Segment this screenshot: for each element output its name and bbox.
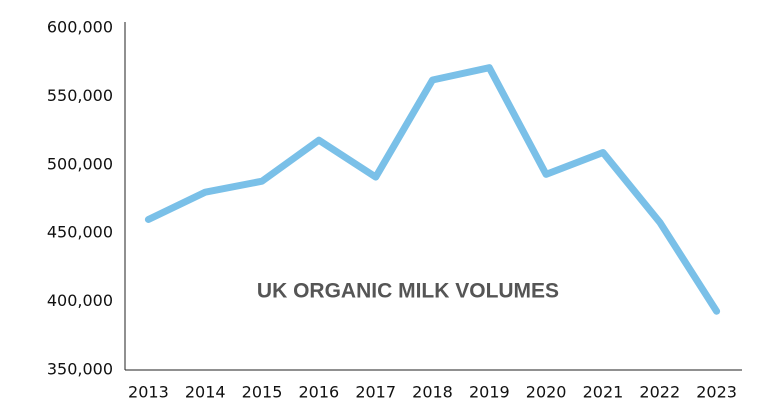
x-tick-label: 2019 — [469, 383, 510, 402]
x-tick-label: 2016 — [299, 383, 340, 402]
y-tick-label: 550,000 — [47, 86, 113, 105]
y-tick-label: 500,000 — [47, 154, 113, 173]
x-tick-label: 2020 — [526, 383, 567, 402]
x-tick-label: 2014 — [185, 383, 226, 402]
y-tick-label: 400,000 — [47, 291, 113, 310]
data-line — [144, 64, 721, 315]
x-tick-label: 2022 — [639, 383, 680, 402]
y-tick-label: 350,000 — [47, 360, 113, 379]
x-tick-label: 2017 — [355, 383, 396, 402]
chart-title: UK ORGANIC MILK VOLUMES — [257, 280, 559, 303]
y-tick-label: 600,000 — [47, 18, 113, 37]
x-tick-label: 2018 — [412, 383, 453, 402]
x-tick-label: 2013 — [128, 383, 169, 402]
x-tick-label: 2023 — [696, 383, 737, 402]
x-tick-label: 2021 — [583, 383, 624, 402]
y-tick-label: 450,000 — [47, 223, 113, 242]
x-tick-label: 2015 — [242, 383, 283, 402]
